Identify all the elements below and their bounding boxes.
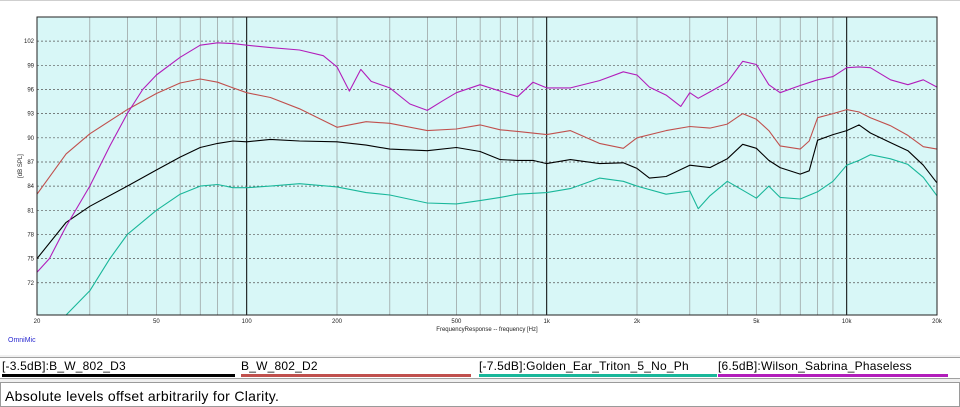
x-tick-label: 500: [451, 319, 462, 325]
legend-bar: [-3.5dB]:B_W_802_D3 B_W_802_D2 [-7.5dB]:…: [0, 357, 960, 379]
legend-entry-bw802-d3[interactable]: [-3.5dB]:B_W_802_D3: [2, 359, 235, 377]
y-tick-label: 93: [27, 112, 34, 118]
x-tick-label: 10k: [842, 319, 853, 325]
y-tick-label: 102: [24, 39, 35, 45]
legend-label: [-3.5dB]:B_W_802_D3: [2, 359, 126, 373]
legend-label: [6.5dB]:Wilson_Sabrina_Phaseless: [718, 359, 912, 373]
x-axis-title: FrequencyResponse -- frequency [Hz]: [436, 327, 538, 333]
x-tick-label: 50: [153, 319, 160, 325]
x-tick-label: 200: [332, 319, 343, 325]
y-tick-label: 99: [27, 63, 34, 69]
legend-swatch: [2, 374, 235, 377]
legend-swatch: [241, 374, 471, 377]
series-line-1: [36, 124, 938, 259]
y-tick-label: 90: [27, 136, 34, 142]
footer-note-box: Absolute levels offset arbitrarily for C…: [0, 382, 960, 407]
y-tick-label: 75: [27, 257, 34, 263]
y-tick-label: 96: [27, 87, 34, 93]
legend-swatch: [479, 374, 717, 377]
x-tick-label: 5k: [753, 319, 760, 325]
legend-entry-wilson-sabrina[interactable]: [6.5dB]:Wilson_Sabrina_Phaseless: [718, 359, 948, 377]
legend-entry-golden-ear[interactable]: [-7.5dB]:Golden_Ear_Triton_5_No_Ph: [479, 359, 717, 377]
x-tick-label: 1k: [544, 319, 551, 325]
y-tick-label: 72: [27, 281, 34, 287]
omnimic-brand: OmniMic: [8, 337, 36, 344]
x-tick-label: 20k: [932, 319, 943, 325]
series-line-2: [36, 78, 938, 195]
series-layer: [36, 42, 938, 316]
y-tick-labels: 72 75 78 81 84 87 90 93 96 99 102: [24, 39, 35, 287]
x-tick-label: 2k: [634, 319, 641, 325]
frequency-response-chart: 20 50 100 200 500 1k 2k 5k 10k 20k 72 75 78 81 84 87 90…: [8, 16, 943, 344]
legend-label: [-7.5dB]:Golden_Ear_Triton_5_No_Ph: [479, 359, 689, 373]
grid-lines: [37, 17, 937, 315]
legend-entry-bw802-d2[interactable]: B_W_802_D2: [241, 359, 471, 377]
x-tick-label: 20: [34, 319, 41, 325]
y-tick-label: 87: [27, 160, 34, 166]
series-line-3: [65, 154, 938, 316]
x-tick-labels: 20 50 100 200 500 1k 2k 5k 10k 20k: [34, 319, 943, 325]
chart-area: 20 50 100 200 500 1k 2k 5k 10k 20k 72 75 78 81 84 87 90…: [0, 0, 960, 355]
y-tick-label: 81: [27, 208, 34, 214]
legend-swatch: [718, 374, 948, 377]
plot-border: [36, 16, 938, 316]
y-axis-title: [dB SPL]: [18, 154, 24, 178]
y-tick-label: 84: [27, 184, 34, 190]
plot-background: [36, 16, 938, 316]
x-tick-label: 100: [242, 319, 253, 325]
footer-note: Absolute levels offset arbitrarily for C…: [5, 388, 280, 404]
series-line-4: [36, 42, 938, 273]
y-tick-label: 78: [27, 232, 34, 238]
legend-label: B_W_802_D2: [241, 359, 318, 373]
